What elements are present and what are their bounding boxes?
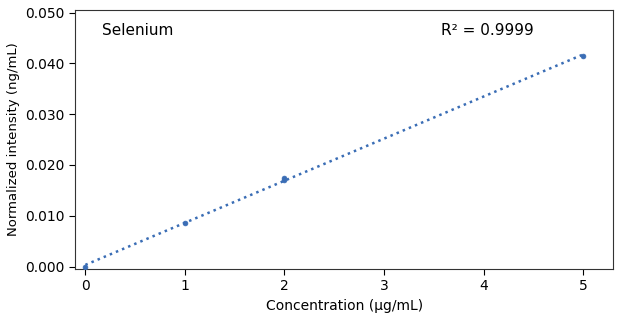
Point: [578, 53, 588, 58]
Y-axis label: Normalized intensity (ng/mL): Normalized intensity (ng/mL): [7, 43, 20, 236]
X-axis label: Concentration (μg/mL): Concentration (μg/mL): [266, 299, 423, 313]
Text: Selenium: Selenium: [102, 23, 174, 38]
Point: [280, 175, 290, 180]
Text: R² = 0.9999: R² = 0.9999: [441, 23, 534, 38]
Point: [180, 221, 190, 226]
Point: [280, 178, 290, 183]
Point: [81, 264, 91, 269]
